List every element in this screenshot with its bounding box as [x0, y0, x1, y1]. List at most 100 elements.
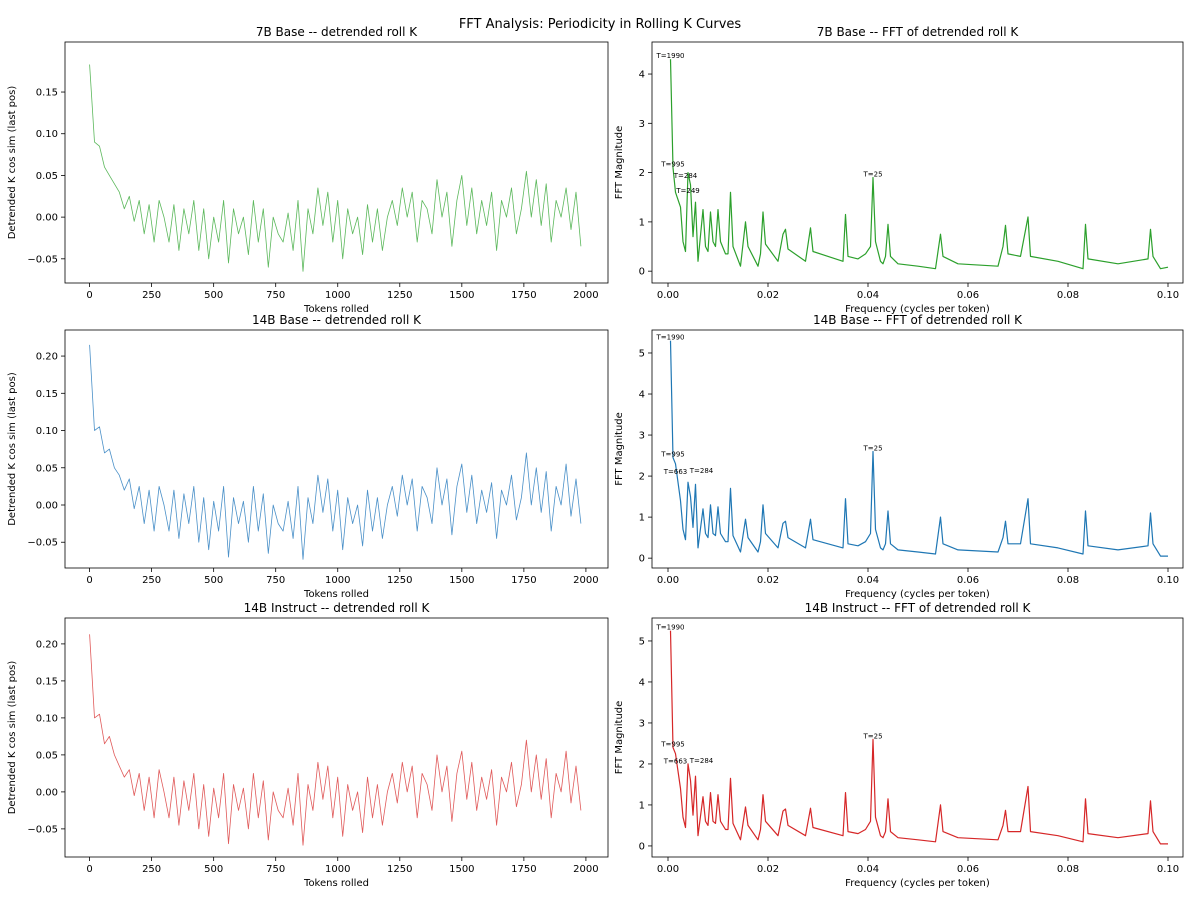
x-tick-label: 0.08 [1057, 575, 1079, 586]
subplot-4: 0.00 0.02 0.04 0.06 0.08 0.10 0 1 2 3 4 5 14B Base -… [614, 313, 1184, 600]
subplot-title: 7B Base -- FFT of detrended roll K [817, 25, 1020, 39]
subplot-title: 14B Base -- FFT of detrended roll K [813, 313, 1023, 327]
peak-annotation: T=1990 [656, 52, 685, 60]
x-tick-label: 250 [142, 575, 161, 586]
y-axis-label: Detrended K cos sim (last pos) [7, 372, 18, 526]
y-tick-label: 0 [639, 267, 645, 278]
axes-frame [64, 41, 609, 284]
y-axis-label: Detrended K cos sim (last pos) [7, 661, 18, 815]
x-tick-label: 1250 [387, 575, 412, 586]
peak-annotation: T=249 [675, 187, 700, 195]
peak-annotation: T=284 [673, 172, 698, 180]
x-tick-label: 1500 [449, 290, 474, 301]
y-tick-label: 5 [639, 636, 645, 647]
x-tick-label: 750 [266, 864, 285, 875]
y-tick-label: 1 [639, 513, 645, 524]
y-tick-label: 0.10 [36, 426, 58, 437]
x-tick-label: 0.06 [957, 575, 979, 586]
x-tick-label: 500 [204, 864, 223, 875]
y-tick-label: 2 [639, 472, 645, 483]
peak-annotation: T=1990 [656, 334, 685, 342]
axes-frame [64, 617, 609, 858]
y-tick-label: 0.20 [36, 639, 58, 650]
y-tick-label: 1 [639, 217, 645, 228]
y-tick-label: 4 [639, 70, 645, 81]
x-axis-label: Tokens rolled [303, 589, 369, 600]
y-tick-label: 0 [639, 841, 645, 852]
x-tick-label: 0.04 [857, 290, 879, 301]
y-tick-label: 4 [639, 390, 645, 401]
x-tick-label: 1250 [387, 290, 412, 301]
x-axis-label: Tokens rolled [303, 878, 369, 889]
series-line [669, 340, 1168, 557]
x-tick-label: 2000 [573, 864, 598, 875]
x-tick-label: 0.00 [657, 575, 679, 586]
axes-frame [651, 41, 1184, 284]
peak-annotation: T=663 [663, 468, 688, 476]
x-axis-label: Tokens rolled [303, 304, 369, 315]
x-tick-label: 0.08 [1057, 864, 1079, 875]
peak-annotation: T=284 [689, 467, 714, 475]
y-axis-label: FFT Magnitude [614, 412, 625, 486]
subplot-3: 0 250 500 750 1000 1250 1500 1750 2000 −0.05 0.00 0… [7, 313, 609, 600]
x-tick-label: 1500 [449, 864, 474, 875]
y-tick-label: 0.10 [36, 713, 58, 724]
y-tick-label: 2 [639, 168, 645, 179]
peak-annotation: T=995 [660, 451, 685, 459]
x-tick-label: 0.10 [1157, 290, 1179, 301]
series-line [89, 344, 582, 560]
peak-annotation: T=995 [660, 741, 685, 749]
x-axis-label: Frequency (cycles per token) [845, 589, 990, 600]
x-tick-label: 750 [266, 575, 285, 586]
series-line [89, 634, 582, 846]
y-tick-label: 5 [639, 348, 645, 359]
y-tick-label: 1 [639, 800, 645, 811]
x-tick-label: 0 [86, 290, 92, 301]
y-tick-label: 0.15 [36, 88, 58, 99]
x-tick-label: 0 [86, 575, 92, 586]
subplot-5: 0 250 500 750 1000 1250 1500 1750 2000 −0.05 0.00 0… [7, 601, 609, 889]
x-tick-label: 1000 [325, 290, 350, 301]
axes-frame [651, 617, 1184, 858]
x-tick-label: 0.06 [957, 864, 979, 875]
y-tick-label: 0 [639, 554, 645, 565]
x-tick-label: 2000 [573, 290, 598, 301]
x-tick-label: 0.08 [1057, 290, 1079, 301]
peak-annotation: T=284 [689, 757, 714, 765]
y-tick-label: 0.05 [36, 750, 58, 761]
figure-title: FFT Analysis: Periodicity in Rolling K C… [458, 17, 742, 32]
subplot-title: 14B Base -- detrended roll K [252, 313, 422, 327]
y-tick-label: 0.05 [36, 171, 58, 182]
y-tick-label: 0.00 [36, 213, 58, 224]
x-tick-label: 0.02 [757, 575, 779, 586]
subplot-1: 0 250 500 750 1000 1250 1500 1750 2000 −0.05 0.00 0… [7, 25, 609, 315]
y-tick-label: 0.15 [36, 389, 58, 400]
x-tick-label: 0.04 [857, 864, 879, 875]
y-tick-label: 3 [639, 718, 645, 729]
y-axis-label: Detrended K cos sim (last pos) [7, 86, 18, 240]
y-tick-label: −0.05 [27, 254, 58, 265]
axes-frame [651, 329, 1184, 569]
peak-annotation: T=663 [663, 758, 688, 766]
series-line [669, 59, 1169, 270]
x-tick-label: 0.02 [757, 290, 779, 301]
y-tick-label: 2 [639, 759, 645, 770]
x-tick-label: 1750 [511, 575, 536, 586]
y-tick-label: 3 [639, 119, 645, 130]
y-tick-label: −0.05 [27, 824, 58, 835]
x-tick-label: 2000 [573, 575, 598, 586]
y-axis-label: FFT Magnitude [614, 126, 625, 200]
y-tick-label: 0.10 [36, 129, 58, 140]
x-tick-label: 0 [86, 864, 92, 875]
subplot-title: 7B Base -- detrended roll K [256, 25, 418, 39]
x-tick-label: 0.10 [1157, 575, 1179, 586]
peak-annotation: T=25 [862, 732, 882, 740]
x-tick-label: 1250 [387, 864, 412, 875]
series-line [669, 630, 1168, 845]
subplot-2: 0.00 0.02 0.04 0.06 0.08 0.10 0 1 2 3 4 7B Base -- … [614, 25, 1184, 315]
y-tick-label: 0.05 [36, 463, 58, 474]
x-tick-label: 0.00 [657, 864, 679, 875]
y-tick-label: 0.15 [36, 676, 58, 687]
x-tick-label: 250 [142, 290, 161, 301]
